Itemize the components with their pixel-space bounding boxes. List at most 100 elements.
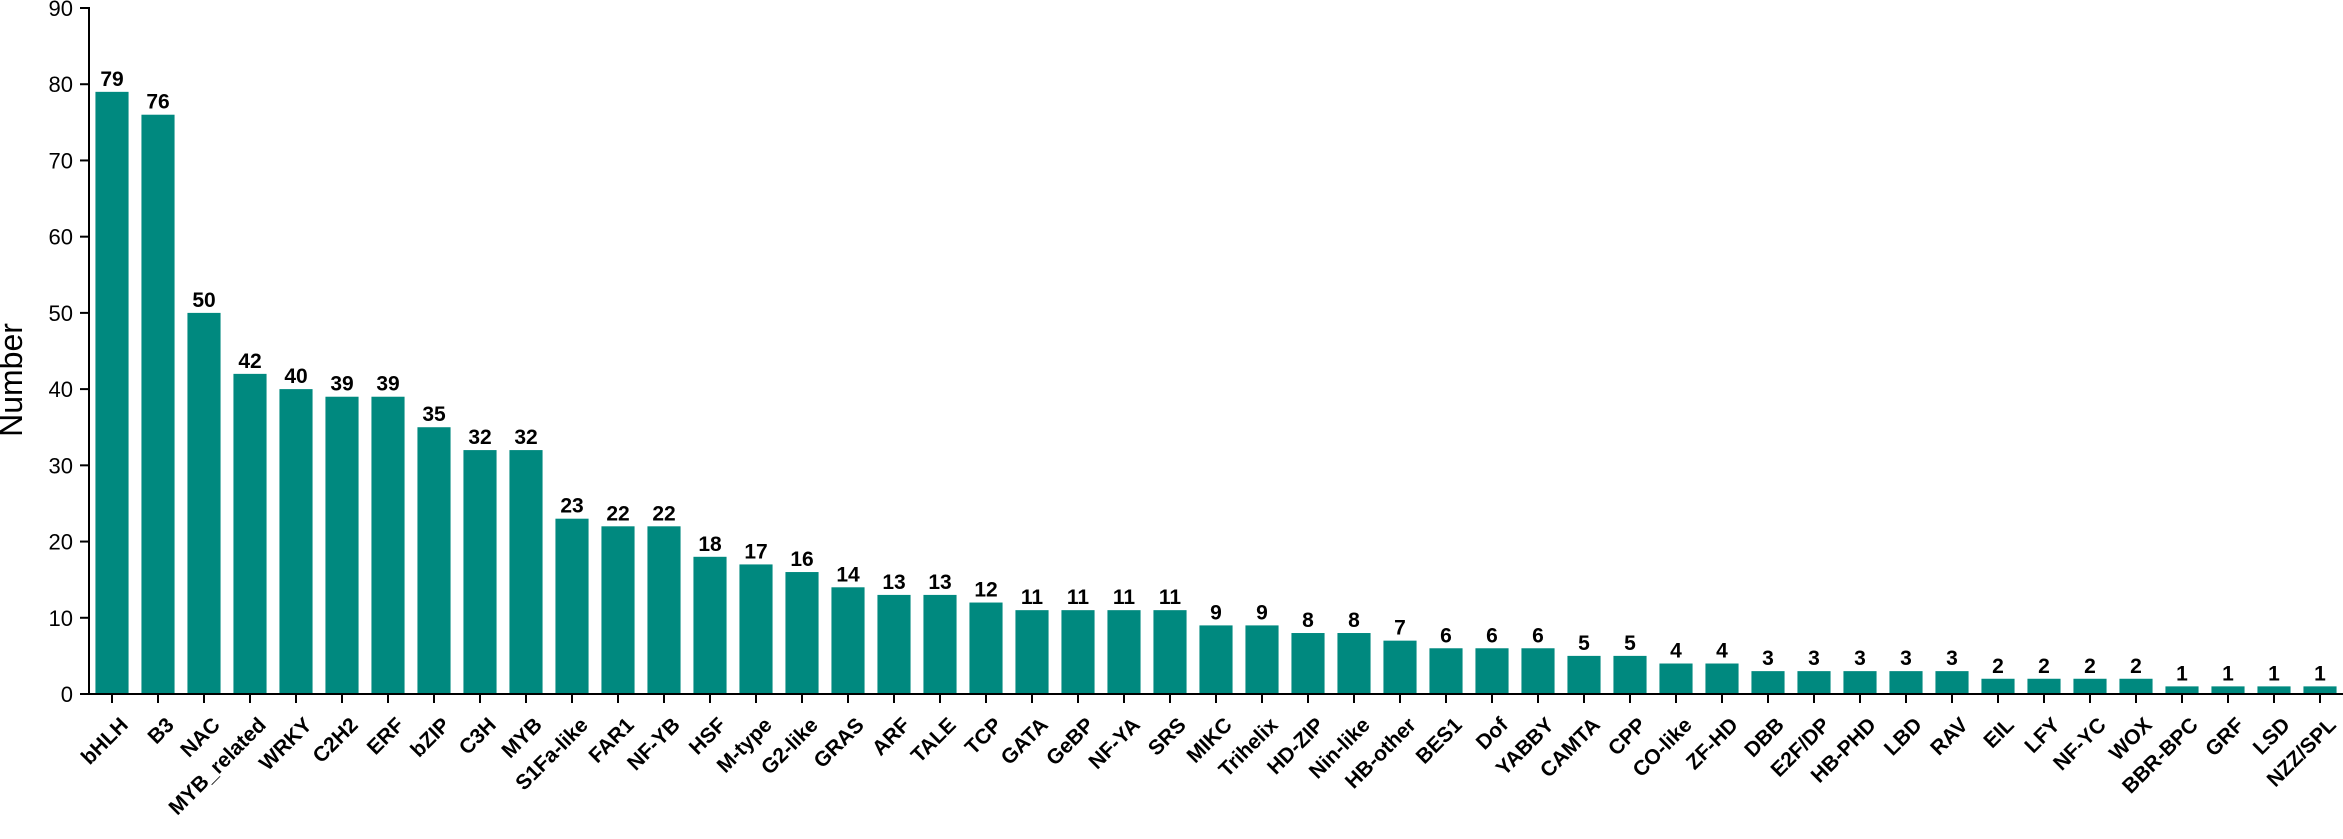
data-label: 39 [330,373,353,396]
bar [1613,655,1647,694]
category-label: NF-YB [623,713,685,775]
bar [2027,678,2061,694]
data-label: 11 [1159,586,1182,609]
data-label: 9 [1256,601,1268,624]
bar [95,91,129,695]
bar [1935,671,1969,694]
bar [923,594,957,694]
category-label: NF-YA [1084,713,1144,773]
data-label: 3 [1854,647,1866,670]
y-tick-label: 50 [49,301,73,326]
y-tick-label: 30 [49,453,73,478]
bar [1291,633,1325,694]
bar [509,450,543,694]
data-label: 13 [882,571,905,594]
data-label: 79 [100,68,123,91]
bar [693,556,727,694]
data-label: 18 [698,533,722,556]
bar [969,602,1003,694]
bar [1015,610,1049,694]
data-label: 6 [1440,624,1452,647]
bar [1705,663,1739,694]
category-label: B3 [143,713,178,748]
y-tick-label: 70 [49,148,73,173]
bar [141,114,175,694]
bar [1153,610,1187,694]
y-axis: 0 10 20 30 40 50 60 70 80 90 [49,0,90,707]
bar [739,564,773,694]
category-label: GRAS [810,713,869,772]
data-label: 8 [1302,609,1314,632]
bar [325,396,359,694]
category-label: TALE [907,713,961,767]
data-label: 40 [284,365,307,388]
bar [1521,648,1555,694]
data-label: 4 [1670,640,1682,663]
bar [785,572,819,694]
y-tick-label: 10 [49,606,73,631]
bar [555,518,589,694]
bar [1107,610,1141,694]
data-label: 39 [376,373,399,396]
data-label: 1 [2314,662,2326,685]
y-tick-label: 60 [49,225,73,250]
bar [1061,610,1095,694]
data-label: 8 [1348,609,1360,632]
data-label: 22 [652,502,675,525]
data-label: 5 [1624,632,1636,655]
data-label: 7 [1394,617,1406,640]
bar [1337,633,1371,694]
bar [1843,671,1877,694]
bar [877,594,911,694]
data-label: 11 [1113,586,1136,609]
data-label: 6 [1532,624,1544,647]
y-tick-label: 90 [49,0,73,21]
bar [2303,686,2337,694]
data-label: 35 [422,403,446,426]
bar [2165,686,2199,694]
data-label: 1 [2176,662,2188,685]
data-label: 3 [1808,647,1820,670]
category-label: GATA [997,713,1053,769]
data-label: 22 [606,502,629,525]
bar [1383,640,1417,694]
y-tick-label: 20 [49,530,73,555]
bar [1199,625,1233,694]
bar [279,389,313,694]
bar [1429,648,1463,694]
bar [2073,678,2107,694]
data-label: 2 [1992,655,2004,678]
data-label: 1 [2268,662,2280,685]
data-label: 3 [1900,647,1912,670]
category-label: NF-YC [2049,713,2111,775]
data-label: 13 [928,571,951,594]
bar [1475,648,1509,694]
category-label: bZIP [406,713,454,761]
data-label: 3 [1946,647,1958,670]
bar [1659,663,1693,694]
bar [2211,686,2245,694]
data-label: 32 [514,426,537,449]
data-label: 1 [2222,662,2234,685]
bar [1751,671,1785,694]
bar [831,587,865,694]
bar [601,526,635,694]
data-label: 6 [1486,624,1498,647]
bar [1797,671,1831,694]
data-label: 76 [146,91,169,114]
data-label: 11 [1067,586,1090,609]
category-label: LBD [1880,713,1927,760]
bar [187,312,221,694]
category-label: bHLH [77,713,133,769]
data-label: 2 [2130,655,2142,678]
bar [1889,671,1923,694]
bar [647,526,681,694]
bar [417,427,451,694]
data-label: 4 [1716,640,1728,663]
data-label: 9 [1210,601,1222,624]
bar [2257,686,2291,694]
y-tick-label: 0 [61,682,73,707]
